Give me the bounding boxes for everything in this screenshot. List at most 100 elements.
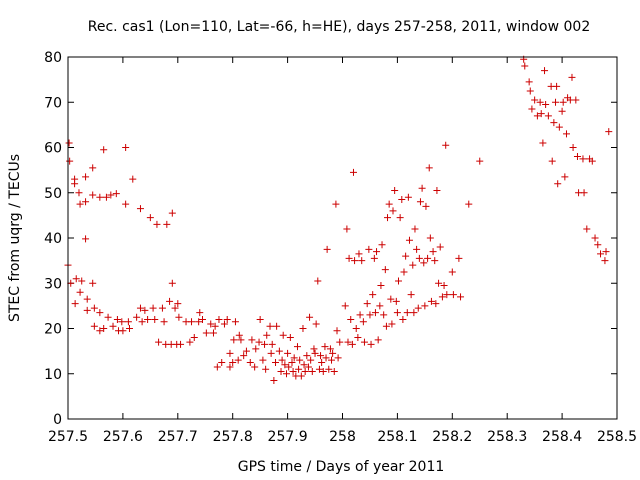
data-point bbox=[525, 78, 533, 86]
y-tick-label: 20 bbox=[44, 322, 62, 338]
data-point bbox=[376, 302, 384, 310]
data-point bbox=[255, 338, 263, 346]
data-point bbox=[438, 293, 446, 301]
data-point bbox=[398, 196, 406, 204]
data-point bbox=[426, 234, 434, 242]
data-point bbox=[78, 277, 86, 285]
data-point bbox=[168, 279, 176, 287]
data-point bbox=[100, 325, 108, 332]
data-point bbox=[112, 190, 120, 198]
x-tick-label: 257.5 bbox=[48, 429, 88, 445]
data-point bbox=[113, 315, 121, 323]
data-point bbox=[300, 361, 308, 369]
data-point bbox=[443, 291, 451, 299]
data-point bbox=[270, 377, 278, 385]
data-point bbox=[125, 325, 133, 332]
data-point bbox=[367, 340, 375, 348]
data-point bbox=[378, 241, 386, 249]
x-tick-label: 257.9 bbox=[268, 429, 308, 445]
data-point bbox=[315, 365, 323, 373]
data-point bbox=[261, 340, 269, 348]
data-point bbox=[356, 311, 364, 319]
x-axis-label: GPS time / Days of year 2011 bbox=[238, 459, 445, 475]
data-point bbox=[272, 358, 280, 366]
data-point bbox=[544, 112, 552, 120]
data-point bbox=[413, 245, 421, 253]
data-point bbox=[314, 277, 322, 285]
data-point bbox=[550, 119, 558, 127]
data-point bbox=[83, 306, 91, 314]
data-point bbox=[411, 225, 419, 233]
y-tick-label: 60 bbox=[44, 141, 62, 157]
y-tick-label: 30 bbox=[44, 276, 62, 292]
data-point bbox=[442, 141, 450, 149]
data-point bbox=[283, 370, 291, 378]
data-point bbox=[558, 107, 566, 115]
data-point bbox=[119, 327, 127, 335]
data-point bbox=[230, 336, 238, 344]
data-point bbox=[66, 157, 74, 165]
data-point bbox=[415, 254, 423, 262]
data-point bbox=[377, 282, 385, 290]
data-point bbox=[427, 297, 435, 305]
data-point bbox=[572, 96, 580, 104]
data-point bbox=[96, 327, 104, 335]
data-point bbox=[289, 367, 297, 375]
data-point bbox=[285, 363, 293, 371]
data-point bbox=[284, 349, 292, 357]
data-point bbox=[391, 186, 399, 194]
data-point bbox=[436, 243, 444, 251]
data-point bbox=[311, 349, 319, 357]
data-point bbox=[568, 73, 576, 81]
data-point bbox=[251, 363, 259, 371]
data-point bbox=[175, 313, 183, 321]
x-tick-label: 257.6 bbox=[103, 429, 143, 445]
data-point bbox=[90, 322, 98, 330]
data-point bbox=[256, 315, 264, 323]
data-point bbox=[240, 352, 248, 360]
data-point bbox=[76, 200, 84, 208]
data-point bbox=[562, 130, 570, 138]
data-point bbox=[569, 144, 577, 151]
data-point bbox=[138, 318, 146, 326]
data-point bbox=[160, 318, 168, 326]
data-point bbox=[207, 320, 215, 328]
data-point bbox=[402, 252, 410, 260]
data-point bbox=[65, 139, 73, 147]
data-point bbox=[186, 338, 194, 346]
data-point bbox=[531, 96, 539, 104]
data-point bbox=[237, 336, 245, 344]
data-point bbox=[171, 304, 179, 312]
data-point bbox=[122, 200, 130, 208]
data-point bbox=[363, 300, 371, 308]
data-point bbox=[553, 82, 561, 90]
data-point bbox=[321, 343, 329, 351]
data-point bbox=[449, 291, 457, 299]
x-tick-label: 257.8 bbox=[213, 429, 253, 445]
data-point bbox=[330, 367, 338, 375]
data-point bbox=[559, 98, 567, 106]
data-point bbox=[104, 313, 112, 321]
data-point bbox=[96, 309, 104, 317]
data-point bbox=[389, 207, 397, 215]
data-point bbox=[352, 325, 360, 332]
axis-ticks: 257.5 257.6 257.7 257.8 257.9 258 258.1 258.2 25… bbox=[44, 50, 637, 445]
data-point bbox=[420, 259, 428, 267]
data-point bbox=[82, 198, 90, 206]
data-point bbox=[323, 245, 331, 253]
data-point bbox=[345, 254, 353, 262]
data-point bbox=[312, 320, 320, 328]
data-point bbox=[355, 250, 363, 258]
data-point bbox=[273, 322, 281, 330]
data-point bbox=[107, 191, 115, 199]
data-point bbox=[297, 372, 305, 380]
data-point bbox=[548, 157, 556, 165]
data-point bbox=[580, 189, 588, 197]
data-point bbox=[149, 304, 157, 312]
data-point bbox=[602, 248, 610, 256]
data-point bbox=[267, 349, 275, 357]
y-tick-label: 40 bbox=[44, 231, 62, 247]
data-point bbox=[465, 200, 473, 208]
data-point bbox=[308, 367, 316, 375]
data-point bbox=[597, 250, 605, 258]
